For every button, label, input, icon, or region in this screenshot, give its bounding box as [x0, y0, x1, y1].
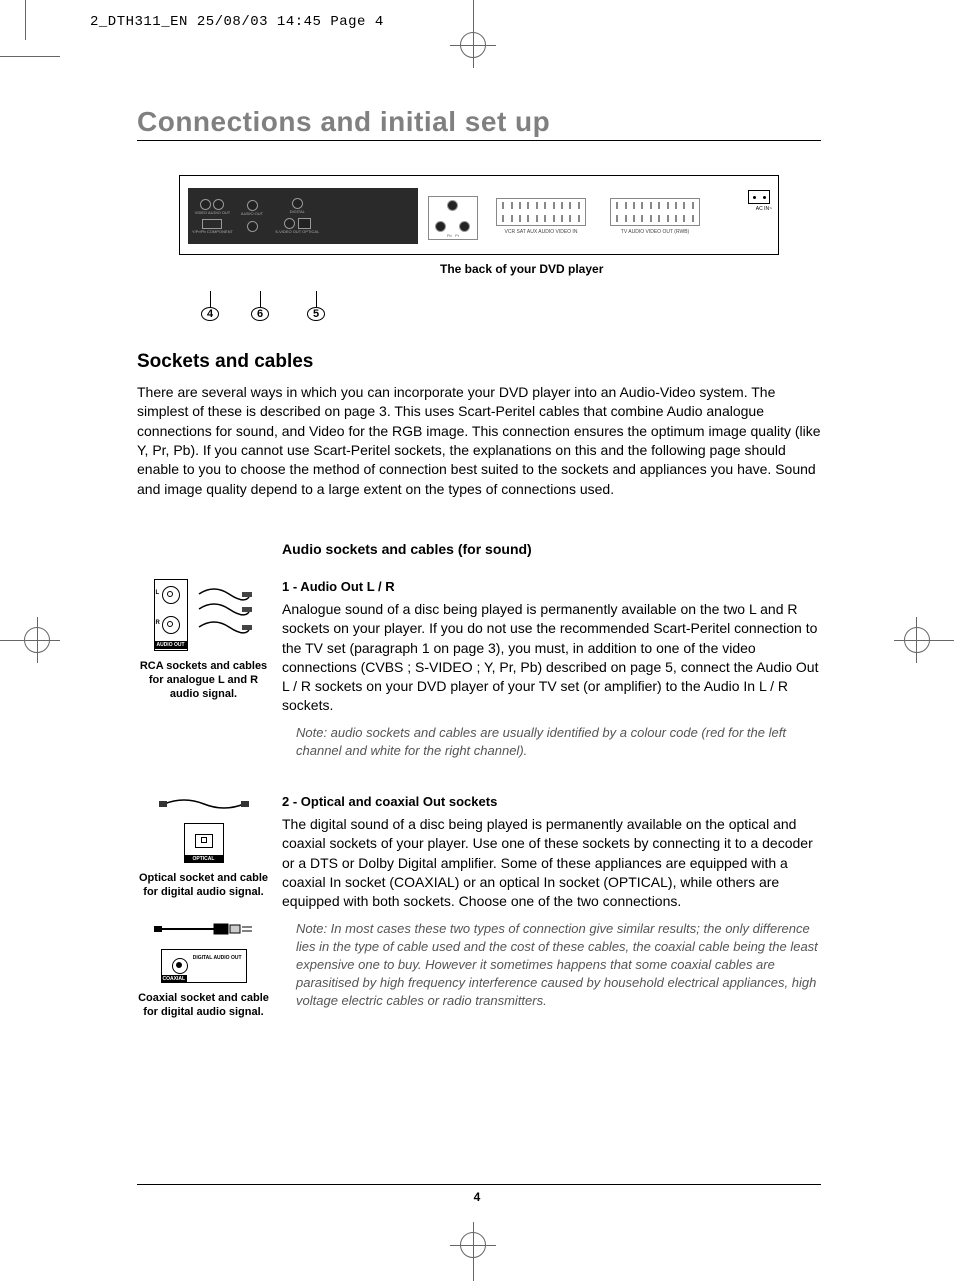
intro-text: There are several ways in which you can …	[137, 383, 821, 499]
section-title: Sockets and cables	[137, 351, 821, 373]
coax-cable-icon	[154, 922, 254, 936]
diagram-wrapper: 1 2 3 VIDEO AUDIO OUT Y/Pr/Pb COMPONENT	[179, 175, 821, 335]
ac-label: AC IN~	[756, 206, 772, 212]
item2-head: 2 - Optical and coaxial Out sockets	[282, 794, 821, 809]
item2-note: Note: In most cases these two types of c…	[282, 920, 821, 1011]
rca-caption: RCA sockets and cables for analogue L an…	[137, 659, 270, 702]
crop-mark	[916, 617, 917, 663]
item1-head: 1 - Audio Out L / R	[282, 579, 821, 594]
item1-note: Note: audio sockets and cables are usual…	[282, 724, 821, 760]
crop-mark	[473, 22, 474, 68]
left-col-rca: L R AUDIO OUT RCA sockets and cables for…	[137, 579, 282, 760]
coax-socket-icon: DIGITAL AUDIO OUT COAXIAL	[161, 949, 247, 983]
item2-body: The digital sound of a disc being played…	[282, 815, 821, 912]
diagram-caption: The back of your DVD player	[440, 262, 603, 276]
ypbpr-block: Pb Pr	[428, 196, 478, 240]
optical-socket-icon: OPTICAL	[184, 823, 224, 863]
ac-in	[748, 190, 770, 204]
rca-illustration: L R AUDIO OUT	[137, 579, 270, 651]
footer-rule	[137, 1184, 821, 1185]
crop-mark	[37, 617, 38, 663]
page-number: 4	[0, 1190, 954, 1204]
item1-body: Analogue sound of a disc being played is…	[282, 600, 821, 716]
left-col-optical: OPTICAL Optical socket and cable for dig…	[137, 794, 282, 1019]
device-left-block: VIDEO AUDIO OUT Y/Pr/Pb COMPONENT AUDIO …	[188, 188, 418, 244]
scart-2: TV AUDIO VIDEO OUT (RWB)	[610, 198, 700, 226]
left-col-1	[137, 541, 282, 567]
crop-mark	[894, 640, 940, 641]
optical-caption: Optical socket and cable for digital aud…	[137, 871, 270, 900]
scart-1: VCR SAT AUX AUDIO VIDEO IN	[496, 198, 586, 226]
print-header: 2_DTH311_EN 25/08/03 14:45 Page 4	[90, 14, 384, 30]
page-content: Connections and initial set up 1 2 3 VID…	[137, 106, 821, 1019]
crop-mark	[25, 0, 26, 40]
coax-caption: Coaxial socket and cable for digital aud…	[137, 991, 270, 1020]
title-rule	[137, 140, 821, 141]
crop-mark	[473, 1222, 474, 1281]
callout-5: 5	[307, 291, 325, 321]
callout-6: 6	[251, 291, 269, 321]
crop-mark	[0, 56, 60, 57]
optical-cable-icon	[159, 794, 249, 814]
callout-4: 4	[201, 291, 219, 321]
page-title: Connections and initial set up	[137, 106, 821, 138]
device-back-panel: VIDEO AUDIO OUT Y/Pr/Pb COMPONENT AUDIO …	[179, 175, 779, 255]
audio-section-head: Audio sockets and cables (for sound)	[282, 541, 821, 557]
rca-cable-icon	[194, 579, 254, 651]
